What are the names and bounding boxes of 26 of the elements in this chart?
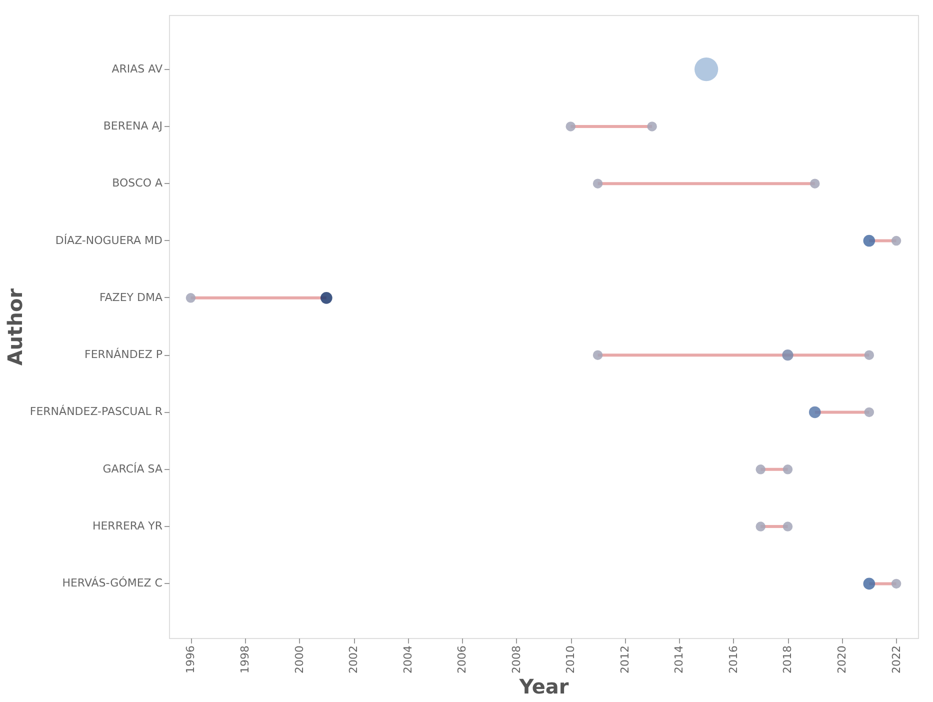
x-tick-label: 2018: [781, 646, 794, 674]
x-tick-label: 2014: [672, 646, 686, 674]
x-tick-label: 2012: [618, 646, 632, 674]
y-tick-label: GARCÍA SA: [102, 461, 163, 476]
y-tick-label: BOSCO A: [112, 176, 163, 190]
y-tick-label: FAZEY DMA: [99, 290, 163, 304]
x-tick-label: 2000: [292, 646, 306, 674]
y-axis-title: Author: [2, 288, 27, 366]
x-tick-label: 2022: [890, 646, 903, 674]
y-tick-label: BERENA AJ: [103, 119, 162, 132]
x-tick-label: 2010: [564, 646, 578, 674]
x-tick-label: 2020: [836, 646, 849, 674]
x-tick-label: 1998: [238, 646, 252, 674]
y-tick-label: HERVÁS-GÓMEZ C: [62, 576, 163, 590]
y-tick-label: HERRERA YR: [92, 520, 163, 533]
x-axis-title: Year: [518, 674, 569, 698]
x-tick-label: 2016: [726, 646, 740, 674]
y-tick-label: FERNÁNDEZ P: [84, 347, 163, 362]
y-tick-label: DÍAZ-NOGUERA MD: [55, 232, 162, 247]
x-tick-label: 2004: [401, 646, 414, 674]
x-tick-label: 1996: [184, 646, 198, 674]
x-tick-label: 2006: [456, 646, 469, 674]
y-tick-label: FERNÁNDEZ-PASCUAL R: [30, 404, 163, 418]
y-tick-label: ARIAS AV: [112, 62, 163, 76]
x-tick-label: 2008: [510, 646, 523, 674]
x-tick-label: 2002: [347, 646, 360, 674]
